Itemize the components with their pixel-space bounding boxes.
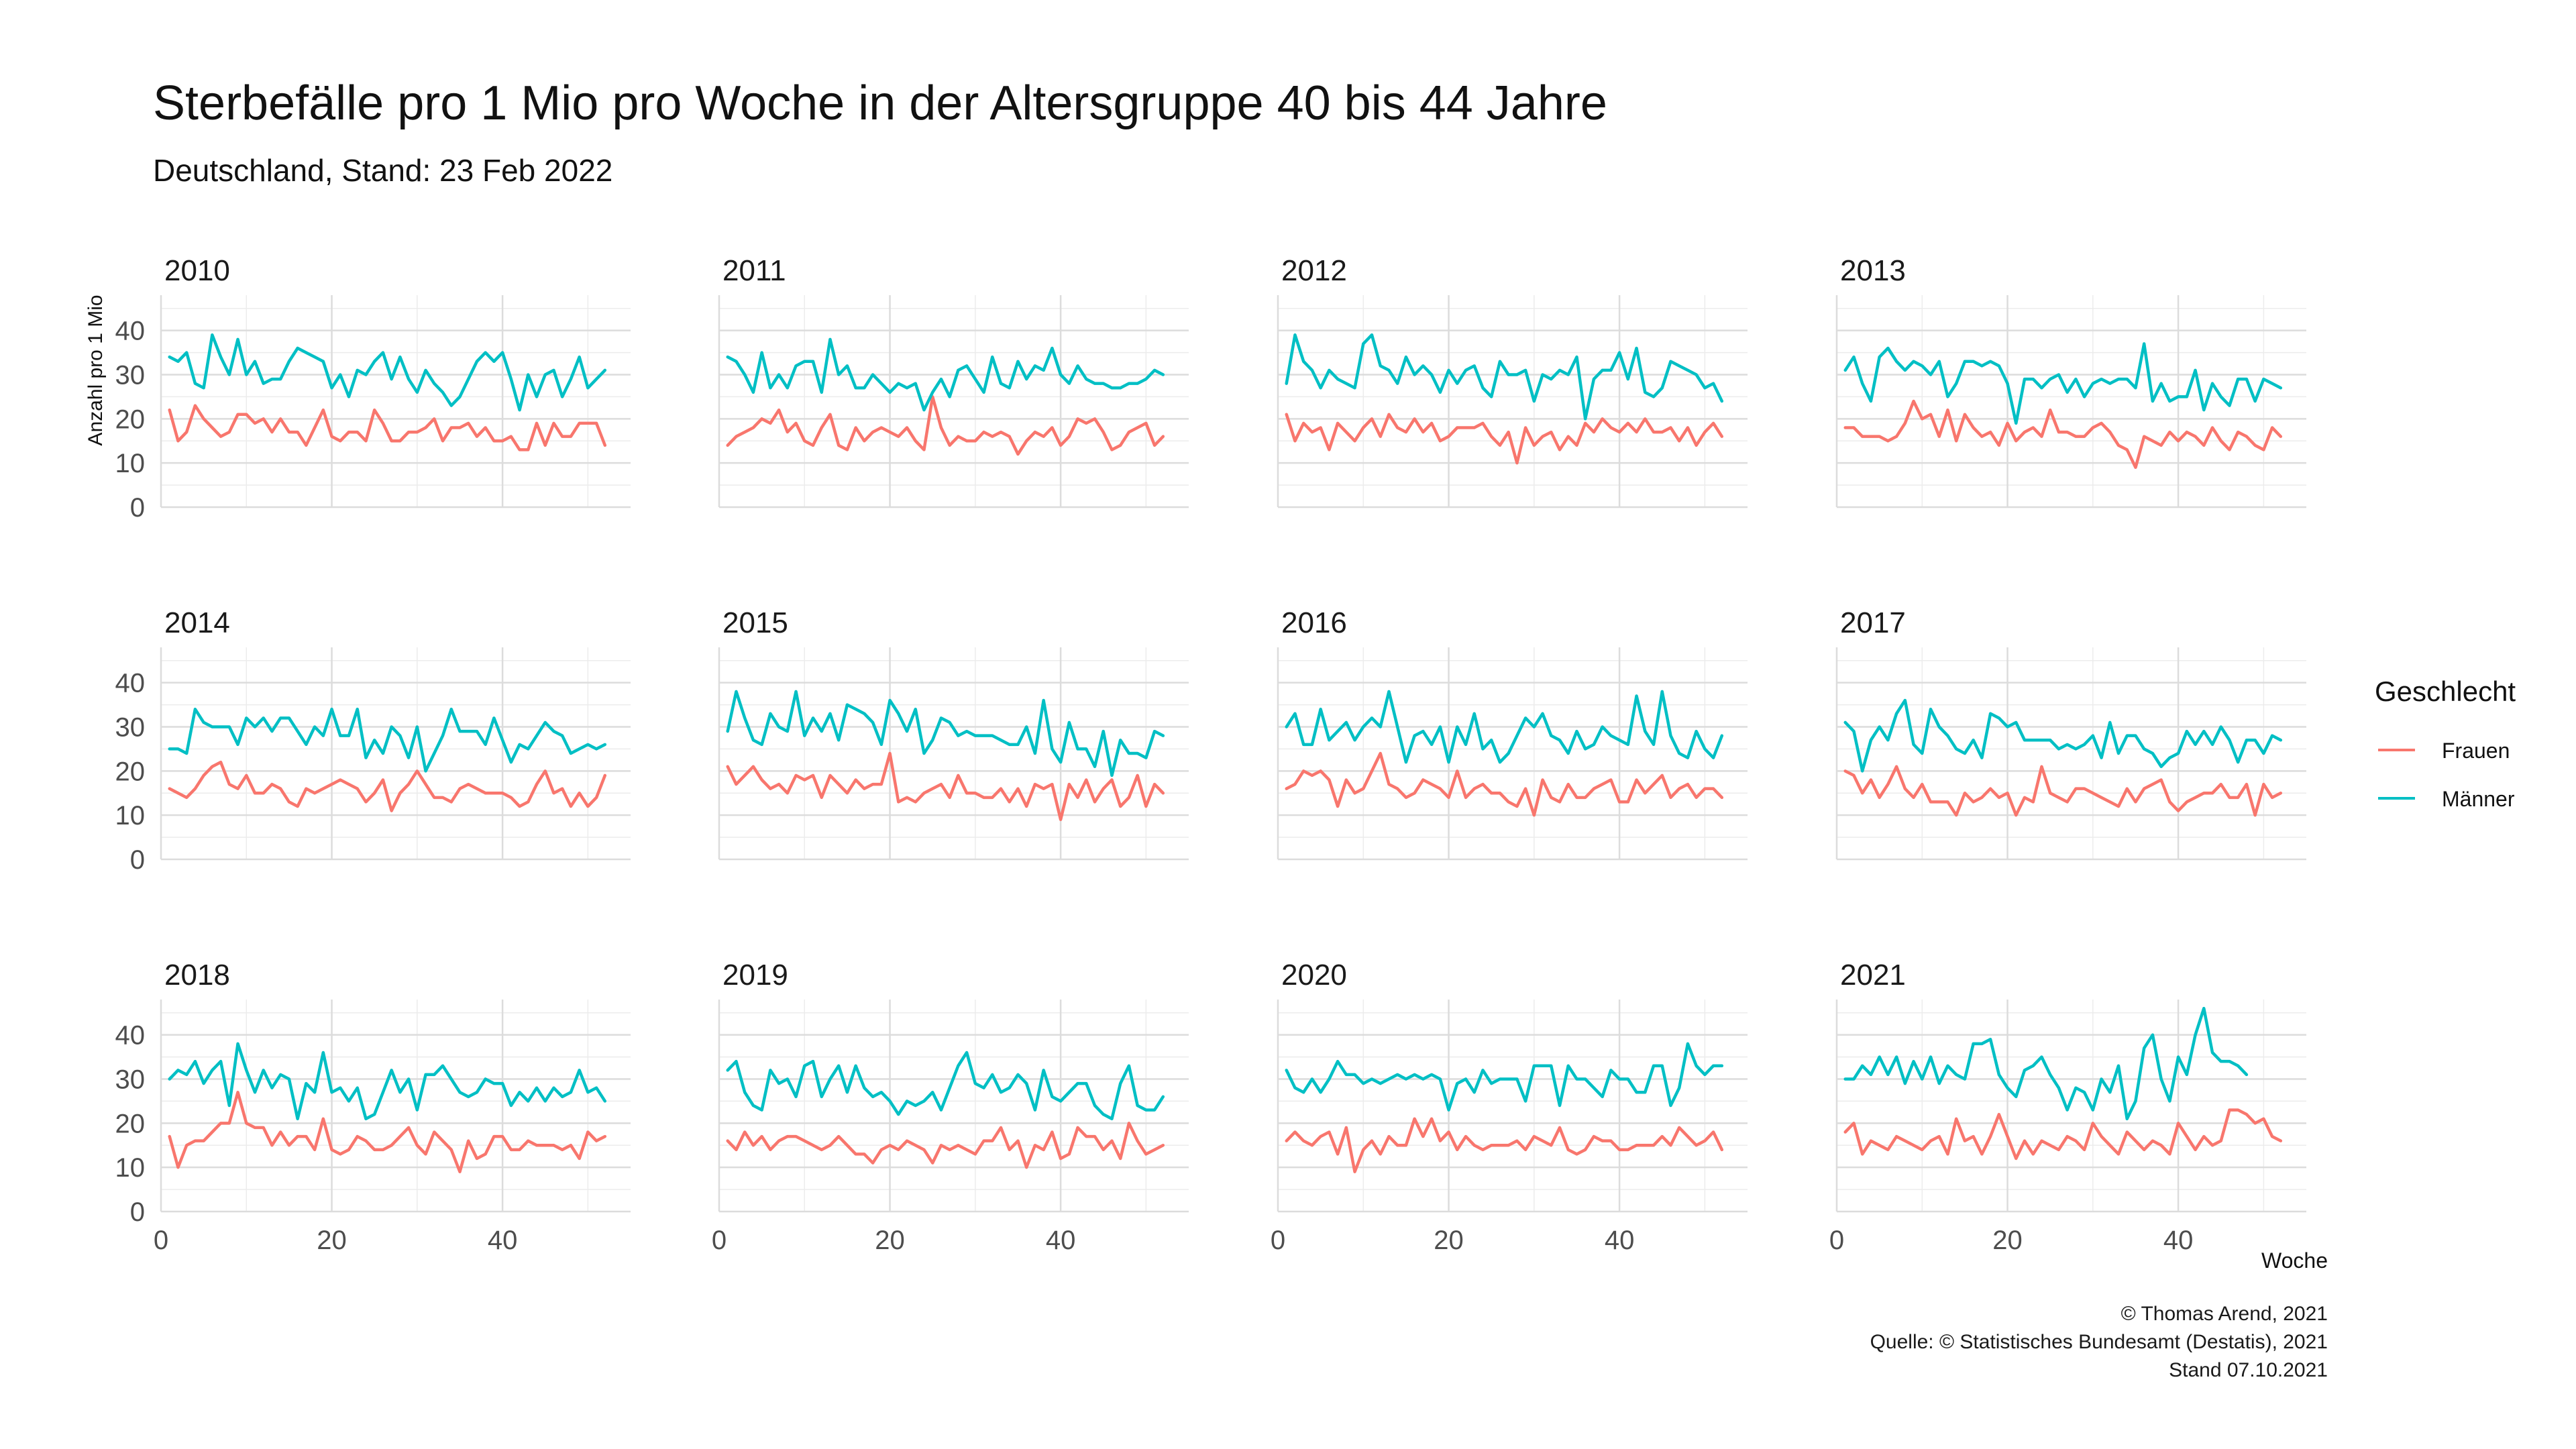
panel-title: 2021 <box>1840 959 1906 991</box>
y-tick-label: 20 <box>115 405 146 434</box>
panel-2014: 2014 0 10 20 30 40 <box>115 606 631 875</box>
x-tick-label: 20 <box>875 1226 905 1255</box>
x-tick-label: 40 <box>1046 1226 1076 1255</box>
series-line-frauen <box>168 1091 607 1173</box>
series-line-frauen <box>1843 1108 2283 1161</box>
series-line-frauen <box>168 760 607 812</box>
panel-2012: 2012 <box>1277 254 1748 508</box>
series-line-frauen <box>726 1122 1165 1169</box>
series-line-maenner <box>168 333 607 412</box>
y-tick-label: 30 <box>115 1065 146 1095</box>
panel-title: 2014 <box>164 606 230 639</box>
legend-title: Geschlecht <box>2375 676 2516 707</box>
x-tick-label: 0 <box>1829 1226 1844 1255</box>
x-axis-label: Woche <box>2261 1248 2328 1273</box>
y-tick-label: 40 <box>115 1021 146 1051</box>
y-tick-label: 0 <box>130 1197 145 1227</box>
series-line-maenner <box>1843 342 2283 425</box>
y-tick-label: 0 <box>130 493 145 523</box>
x-tick-label: 20 <box>317 1226 347 1255</box>
panel-2011: 2011 <box>718 254 1189 508</box>
x-tick-label: 40 <box>488 1226 518 1255</box>
y-tick-label: 10 <box>115 449 146 478</box>
series-line-maenner <box>726 337 1165 412</box>
caption-line-2: Quelle: © Statistisches Bundesamt (Desta… <box>1870 1331 2328 1353</box>
x-tick-label: 40 <box>2163 1226 2194 1255</box>
y-tick-label: 0 <box>130 845 145 875</box>
panel-2017: 2017 <box>1835 606 2306 861</box>
panel-title: 2011 <box>722 254 786 287</box>
series-line-frauen <box>726 395 1165 456</box>
y-tick-label: 30 <box>115 713 146 743</box>
panel-2019: 2019 0 20 40 <box>712 959 1189 1255</box>
series-line-maenner <box>1285 690 1724 764</box>
series-line-frauen <box>1843 765 2283 817</box>
chart-title: Sterbefälle pro 1 Mio pro Woche in der A… <box>153 76 1607 130</box>
panel-2013: 2013 <box>1835 254 2306 508</box>
series-line-maenner <box>1843 1006 2249 1120</box>
x-tick-label: 40 <box>1605 1226 1635 1255</box>
panel-2010: 2010 0 10 20 30 40 <box>115 254 631 523</box>
series-line-frauen <box>168 404 607 451</box>
series-line-frauen <box>1843 399 2283 469</box>
series-line-maenner <box>168 1042 607 1120</box>
panel-title: 2016 <box>1281 606 1347 639</box>
caption-line-1: © Thomas Arend, 2021 <box>2121 1303 2328 1325</box>
panel-2015: 2015 <box>718 606 1189 861</box>
x-tick-label: 20 <box>1434 1226 1464 1255</box>
panel-title: 2018 <box>164 959 230 991</box>
y-tick-label: 10 <box>115 801 146 830</box>
y-tick-label: 40 <box>115 669 146 698</box>
panel-title: 2020 <box>1281 959 1347 991</box>
panel-2018: 2018 0 10 20 30 40 0 20 40 <box>115 959 631 1255</box>
y-axis-label: Anzahl pro 1 Mio <box>85 294 107 445</box>
series-line-maenner <box>726 1051 1165 1120</box>
panel-title: 2019 <box>722 959 788 991</box>
x-tick-label: 0 <box>1271 1226 1285 1255</box>
legend-label-frauen: Frauen <box>2442 739 2510 763</box>
panel-title: 2015 <box>722 606 788 639</box>
x-tick-label: 0 <box>712 1226 727 1255</box>
series-line-frauen <box>1285 1117 1724 1173</box>
chart-subtitle: Deutschland, Stand: 23 Feb 2022 <box>153 153 612 188</box>
series-line-maenner <box>168 707 607 773</box>
panel-2020: 2020 0 20 40 <box>1271 959 1748 1255</box>
panel-title: 2013 <box>1840 254 1906 287</box>
panel-2021: 2021 0 20 40 <box>1829 959 2306 1255</box>
series-line-maenner <box>1285 1042 1724 1112</box>
x-tick-label: 0 <box>154 1226 168 1255</box>
y-tick-label: 40 <box>115 317 146 346</box>
y-tick-label: 30 <box>115 361 146 390</box>
panel-title: 2017 <box>1840 606 1906 639</box>
legend: Geschlecht Frauen Männer <box>2375 676 2516 811</box>
series-line-maenner <box>1843 698 2283 773</box>
y-tick-label: 20 <box>115 757 146 786</box>
series-line-frauen <box>1285 751 1724 817</box>
panel-title: 2012 <box>1281 254 1347 287</box>
caption: © Thomas Arend, 2021 Quelle: © Statistis… <box>1870 1303 2328 1381</box>
x-tick-label: 20 <box>1992 1226 2023 1255</box>
y-tick-label: 20 <box>115 1109 146 1138</box>
series-line-frauen <box>1285 413 1724 465</box>
y-tick-label: 10 <box>115 1153 146 1183</box>
series-line-maenner <box>1285 333 1724 421</box>
panel-title: 2010 <box>164 254 230 287</box>
series-line-maenner <box>726 690 1165 777</box>
caption-line-3: Stand 07.10.2021 <box>2169 1359 2328 1381</box>
series-line-frauen <box>726 751 1165 821</box>
legend-label-maenner: Männer <box>2442 787 2515 811</box>
panel-2016: 2016 <box>1277 606 1748 861</box>
